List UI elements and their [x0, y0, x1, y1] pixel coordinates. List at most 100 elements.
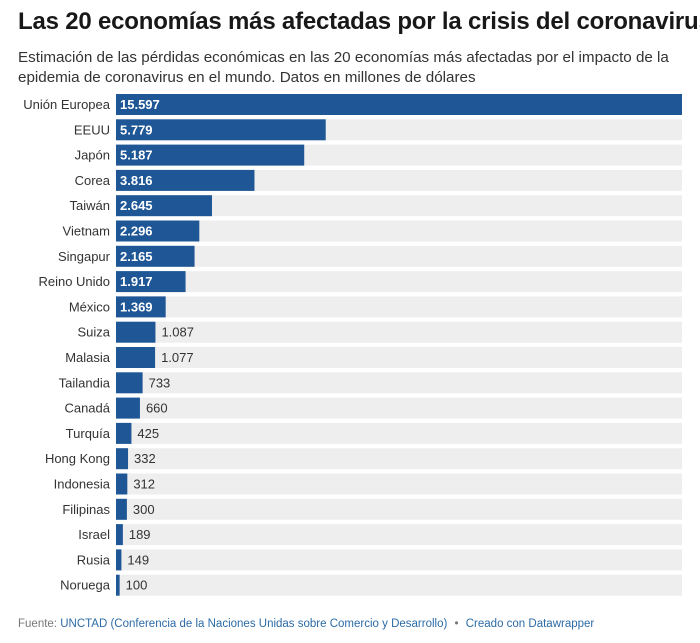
- chart-title: Las 20 economías más afectadas por la cr…: [18, 8, 700, 35]
- bar-row: Indonesia 312: [54, 473, 682, 495]
- bar-track: [116, 473, 682, 495]
- bar: [116, 524, 123, 546]
- category-label: Corea: [75, 173, 111, 188]
- chart-subtitle: Estimación de las pérdidas económicas en…: [18, 49, 669, 86]
- value-label: 3.816: [120, 173, 153, 188]
- value-label: 332: [134, 451, 156, 466]
- bar-track: [116, 549, 682, 571]
- value-label: 1.077: [161, 350, 194, 365]
- category-label: Rusia: [77, 552, 111, 567]
- value-label: 300: [133, 502, 155, 517]
- bar: [116, 397, 140, 419]
- value-label: 100: [126, 578, 148, 593]
- bar-track: [116, 448, 682, 470]
- bar: [116, 271, 186, 293]
- bar-row: Vietnam 2.296: [63, 220, 682, 242]
- category-label: Noruega: [60, 578, 111, 593]
- value-label: 1.917: [120, 274, 153, 289]
- bar: [116, 245, 195, 267]
- value-label: 2.165: [120, 249, 153, 264]
- category-label: Reino Unido: [38, 274, 110, 289]
- bar-track: [116, 524, 682, 546]
- bar: [116, 372, 143, 394]
- bar-track: [116, 296, 682, 318]
- bar-chart: Unión Europea 15.597 EEUU 5.779 Japón 5.187 Co…: [23, 94, 682, 596]
- bar-track: [116, 271, 682, 293]
- bar-track: [116, 169, 682, 191]
- bar-row: Singapur 2.165: [58, 245, 682, 267]
- bar: [116, 144, 305, 166]
- bar: [116, 422, 132, 444]
- bar-track: [116, 574, 682, 596]
- bar-row: Japón 5.187: [75, 144, 682, 166]
- bar-track: [116, 245, 682, 267]
- bar: [116, 321, 156, 343]
- value-label: 15.597: [120, 97, 160, 112]
- category-label: Canadá: [64, 401, 110, 416]
- bar-row: Taiwán 2.645: [70, 195, 682, 217]
- bar-row: Israel 189: [78, 524, 682, 546]
- value-label: 733: [149, 375, 171, 390]
- category-label: Japón: [75, 148, 110, 163]
- bar-row: EEUU 5.779: [74, 119, 682, 141]
- value-label: 660: [146, 401, 168, 416]
- bar-track: [116, 220, 682, 242]
- bar-track: [116, 397, 682, 419]
- value-label: 189: [129, 527, 151, 542]
- bar-row: Filipinas 300: [62, 498, 682, 520]
- value-label: 2.645: [120, 198, 153, 213]
- bar-row: Unión Europea 15.597: [23, 94, 682, 115]
- category-label: EEUU: [74, 122, 110, 137]
- source-label: Fuente:: [18, 618, 57, 630]
- bar-track: [116, 321, 682, 343]
- source-link[interactable]: UNCTAD (Conferencia de la Naciones Unida…: [60, 618, 448, 630]
- category-label: Hong Kong: [45, 451, 110, 466]
- bar-row: Rusia 149: [77, 549, 682, 571]
- value-label: 5.187: [120, 148, 153, 163]
- bar-row: Turquía 425: [66, 422, 682, 444]
- value-label: 2.296: [120, 224, 153, 239]
- bar-track: [116, 422, 682, 444]
- category-label: Singapur: [58, 249, 111, 264]
- bar-row: Corea 3.816: [75, 169, 682, 191]
- category-label: Israel: [78, 527, 110, 542]
- bar-track: [116, 347, 682, 368]
- value-label: 149: [127, 552, 149, 567]
- category-label: Vietnam: [63, 224, 110, 239]
- footer-separator: •: [454, 618, 459, 630]
- bar-row: Hong Kong 332: [45, 448, 682, 470]
- bar-track: [116, 498, 682, 520]
- bar: [116, 220, 200, 242]
- category-label: Filipinas: [62, 502, 110, 517]
- bar: [116, 94, 682, 115]
- bar-row: Malasia 1.077: [65, 347, 682, 368]
- category-label: Turquía: [66, 426, 111, 441]
- value-label: 312: [133, 477, 155, 492]
- value-label: 425: [137, 426, 159, 441]
- category-label: Unión Europea: [23, 97, 110, 112]
- bar-row: México 1.369: [69, 296, 682, 318]
- credit-link[interactable]: Creado con Datawrapper: [465, 618, 595, 630]
- category-label: Suiza: [77, 325, 110, 340]
- bar: [116, 119, 326, 141]
- bar: [116, 347, 156, 368]
- bar: [116, 574, 120, 596]
- bar-track: [116, 195, 682, 217]
- bar: [116, 498, 127, 520]
- bar: [116, 169, 255, 191]
- bar: [116, 195, 212, 217]
- bar-row: Reino Unido 1.917: [38, 271, 682, 293]
- bar-row: Canadá 660: [64, 397, 682, 419]
- bar-row: Suiza 1.087: [77, 321, 682, 343]
- bar: [116, 549, 122, 571]
- bar: [116, 448, 129, 470]
- bar-row: Tailandia 733: [59, 372, 682, 394]
- category-label: Malasia: [65, 350, 111, 365]
- bar: [116, 473, 128, 495]
- category-label: Indonesia: [54, 477, 111, 492]
- bar-track: [116, 372, 682, 394]
- value-label: 5.779: [120, 122, 153, 137]
- bar: [116, 296, 166, 318]
- footer: Fuente: UNCTAD (Conferencia de la Nacion…: [18, 618, 594, 630]
- value-label: 1.369: [120, 299, 153, 314]
